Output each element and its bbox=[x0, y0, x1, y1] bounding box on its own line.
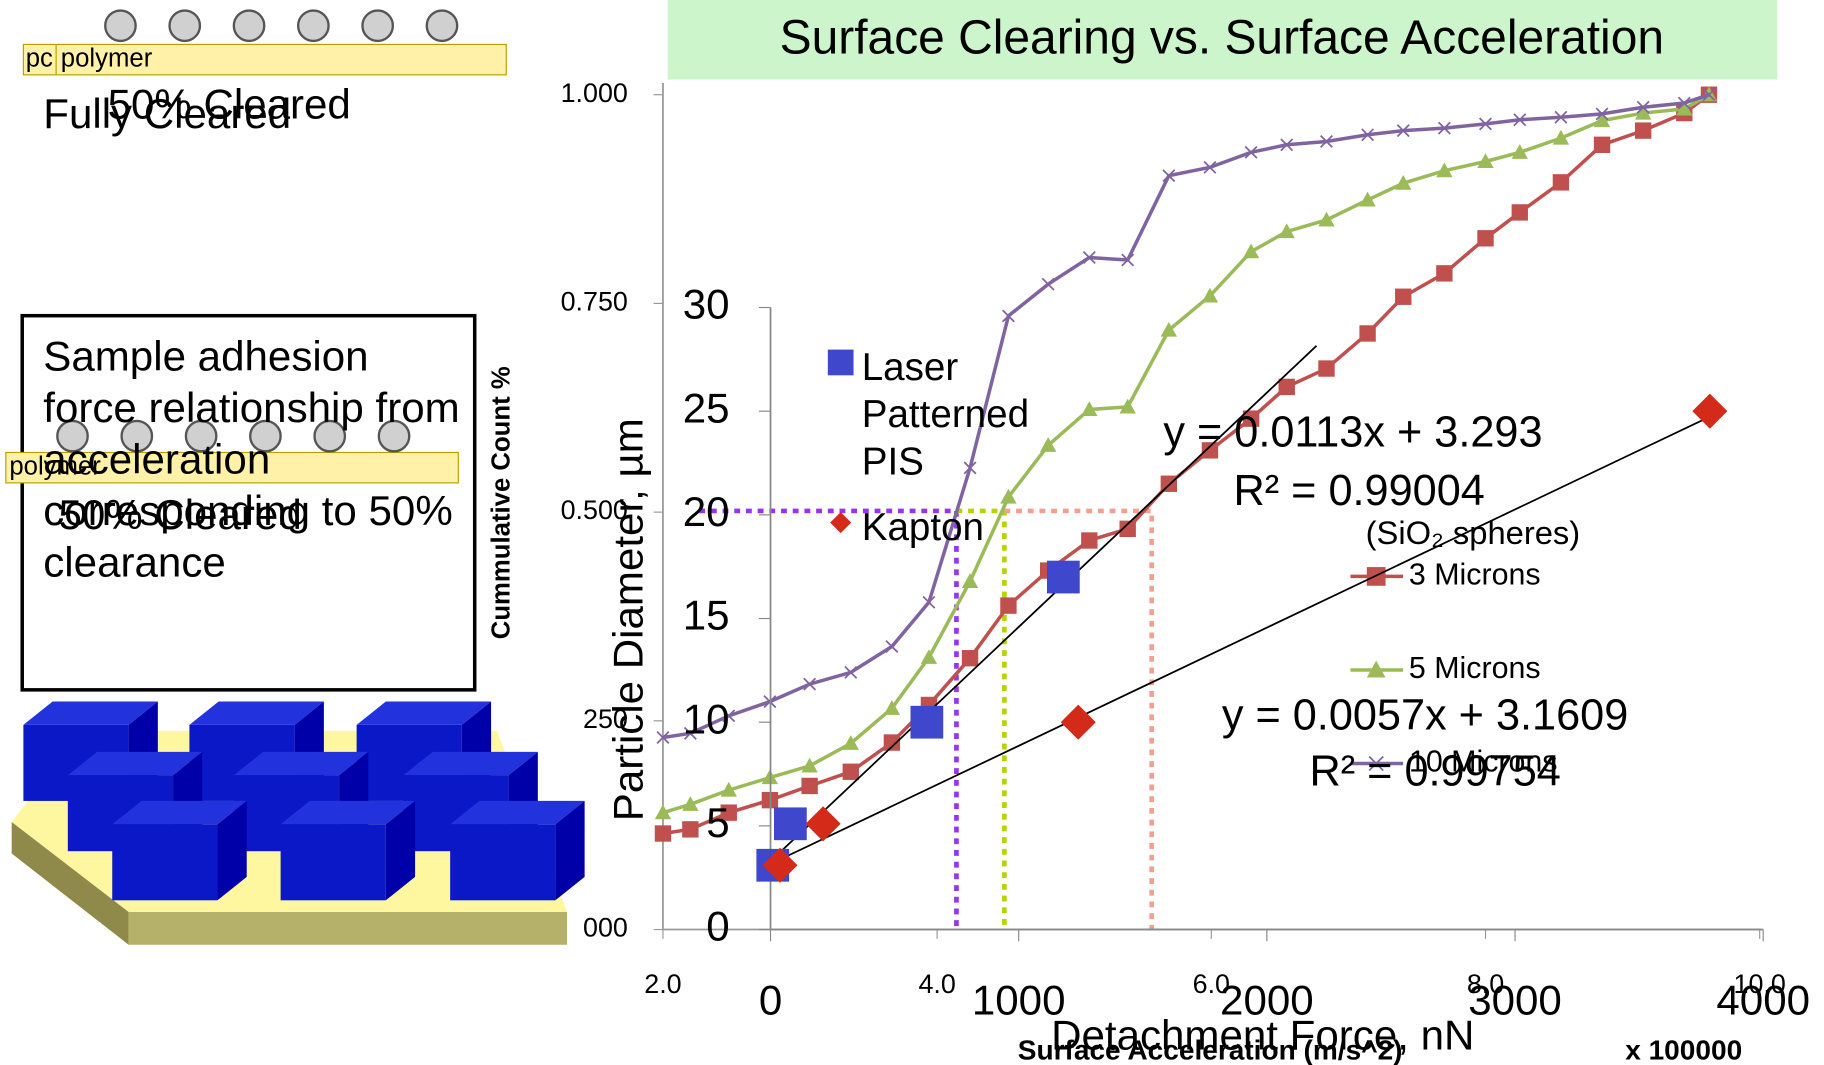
marker bbox=[801, 758, 817, 773]
note: (SiO₂ spheres) bbox=[1366, 514, 1581, 551]
marker bbox=[682, 821, 698, 837]
x-tick-label: 2.0 bbox=[644, 969, 681, 999]
marker bbox=[884, 734, 900, 750]
patterned-substrate bbox=[12, 702, 585, 945]
y-tick-label: 25 bbox=[683, 384, 730, 431]
marker bbox=[1436, 265, 1452, 281]
marker bbox=[1318, 212, 1334, 227]
y-tick-label: 10 bbox=[683, 695, 730, 742]
y-axis-label: Particle Diameter, µm bbox=[605, 418, 652, 821]
trendline-equation: y = 0.0057x + 3.1609 bbox=[1222, 691, 1628, 739]
marker bbox=[921, 649, 937, 664]
marker bbox=[1359, 325, 1375, 341]
marker bbox=[655, 825, 671, 841]
marker bbox=[806, 806, 841, 841]
marker bbox=[843, 764, 859, 780]
marker bbox=[1395, 289, 1411, 305]
marker bbox=[1594, 137, 1610, 153]
marker bbox=[886, 641, 898, 653]
y-tick-label: 000 bbox=[583, 913, 628, 943]
legend-label: 3 Microns bbox=[1409, 557, 1541, 591]
marker bbox=[1318, 360, 1334, 376]
marker bbox=[801, 778, 817, 794]
marker bbox=[910, 706, 943, 739]
marker bbox=[1081, 532, 1097, 548]
x-tick-label: 3000 bbox=[1468, 976, 1562, 1023]
trendline-r2: R² = 0.99754 bbox=[1310, 747, 1561, 795]
x-tick-label: 4000 bbox=[1716, 976, 1810, 1023]
block bbox=[450, 824, 555, 900]
y-tick-label: 20 bbox=[683, 488, 730, 535]
x-tick-label: 4.0 bbox=[918, 969, 955, 999]
fully-cleared-label: Fully Cleared bbox=[43, 90, 291, 137]
trendline-r2: R² = 0.99004 bbox=[1234, 467, 1485, 515]
marker bbox=[1243, 243, 1259, 258]
trendline-equation: y = 0.0113x + 3.293 bbox=[1163, 408, 1542, 456]
marker bbox=[1042, 278, 1054, 290]
y-tick-label: 1.000 bbox=[561, 78, 628, 108]
marker bbox=[828, 350, 854, 376]
legend-label: Laser Patterned PIS bbox=[862, 344, 1072, 485]
marker bbox=[962, 650, 978, 666]
y-tick-label: 5 bbox=[706, 799, 729, 846]
y-tick-label: 30 bbox=[683, 281, 730, 328]
marker bbox=[1512, 204, 1528, 220]
marker bbox=[1279, 379, 1295, 395]
marker bbox=[1061, 705, 1096, 740]
y-axis-label: Cummulative Count % bbox=[488, 366, 516, 639]
marker bbox=[1047, 561, 1080, 594]
block bbox=[281, 824, 386, 900]
slide: Surface Clearing vs. Surface Acceleratio… bbox=[0, 0, 1824, 1065]
pc-label: pc bbox=[26, 44, 53, 72]
y-tick-label: 0 bbox=[706, 903, 729, 950]
y-tick-label: 15 bbox=[683, 592, 730, 639]
marker bbox=[774, 807, 807, 840]
x-axis-label: Detachment Force, nN bbox=[1051, 1011, 1474, 1058]
marker bbox=[1000, 597, 1016, 613]
marker bbox=[1635, 122, 1651, 138]
legend-label: Kapton bbox=[862, 504, 1072, 551]
marker bbox=[1553, 174, 1569, 190]
legend-label: 5 Microns bbox=[1409, 651, 1541, 685]
block bbox=[112, 824, 217, 900]
chart-title: Surface Clearing vs. Surface Acceleratio… bbox=[780, 12, 1664, 65]
polymer-label: polymer bbox=[61, 44, 153, 72]
marker bbox=[1477, 230, 1493, 246]
x-tick-label: 0 bbox=[759, 976, 782, 1023]
marker bbox=[830, 512, 851, 533]
x-axis-unit: x 100000 bbox=[1625, 1035, 1742, 1065]
page: Surface Clearing vs. Surface Acceleratio… bbox=[0, 0, 1824, 1065]
particles bbox=[105, 11, 457, 41]
marker bbox=[962, 573, 978, 588]
note-text: Sample adhesion force relationship from … bbox=[43, 331, 464, 588]
y-tick-label: 0.750 bbox=[561, 287, 628, 317]
